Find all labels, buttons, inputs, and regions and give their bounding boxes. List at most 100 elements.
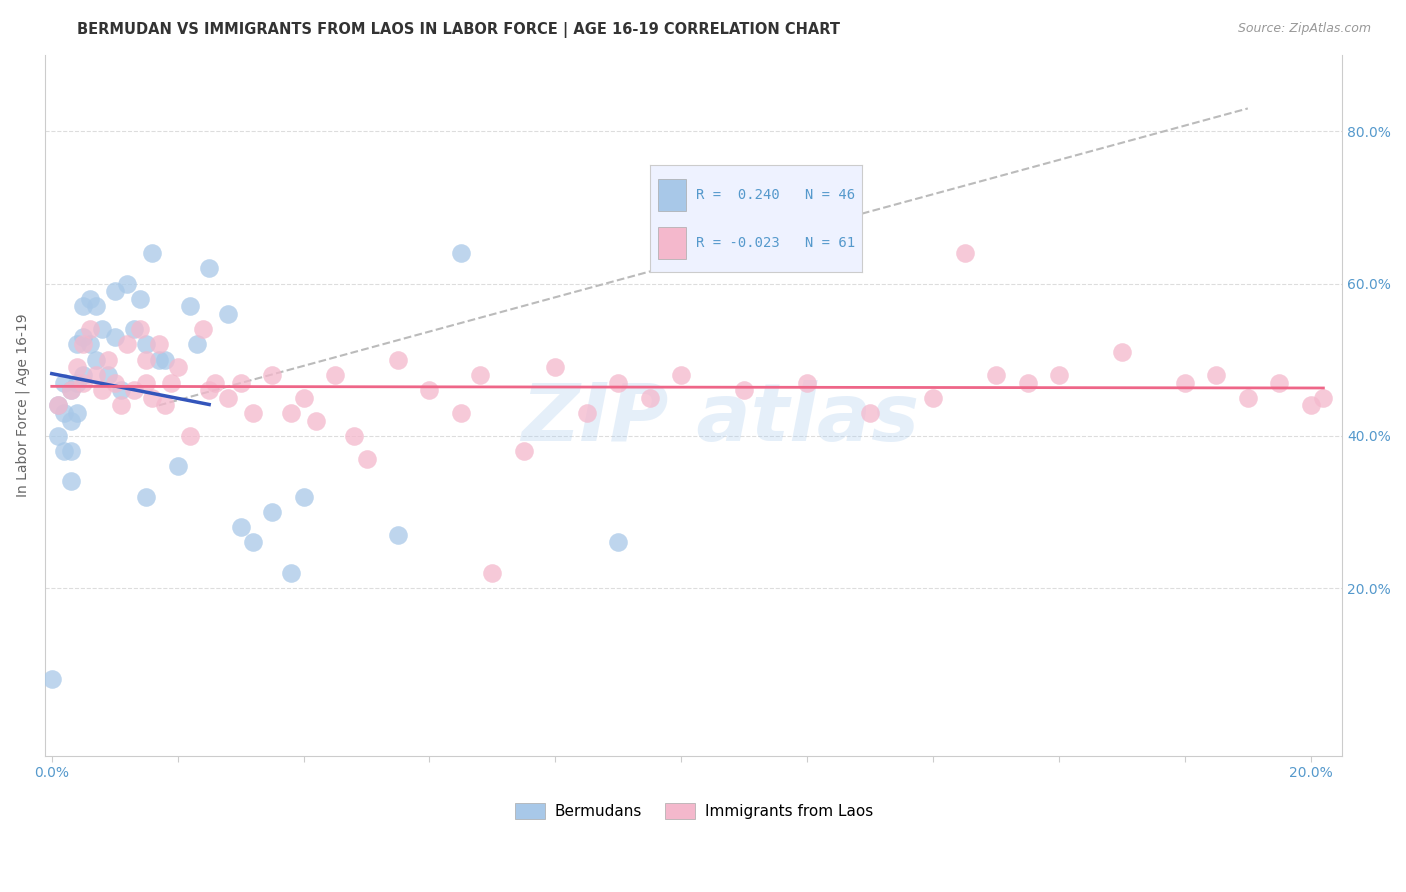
- Point: [53, 444, 76, 458]
- Point: [1237, 391, 1260, 405]
- Point: [153, 352, 176, 367]
- Point: [1312, 391, 1334, 405]
- Point: [46, 429, 69, 443]
- Point: [356, 451, 378, 466]
- Point: [72, 337, 94, 351]
- Point: [84, 368, 107, 382]
- Point: [117, 337, 139, 351]
- Point: [343, 429, 366, 443]
- Point: [122, 383, 145, 397]
- Point: [922, 391, 945, 405]
- Point: [135, 376, 157, 390]
- Point: [179, 299, 201, 313]
- Point: [72, 376, 94, 390]
- Point: [1299, 398, 1322, 412]
- Point: [46, 398, 69, 412]
- Point: [41, 673, 63, 687]
- Point: [79, 322, 101, 336]
- Point: [733, 383, 755, 397]
- Point: [450, 246, 472, 260]
- Point: [72, 299, 94, 313]
- Point: [262, 368, 284, 382]
- Point: [544, 360, 567, 375]
- Point: [179, 429, 201, 443]
- Point: [280, 566, 302, 580]
- Point: [280, 406, 302, 420]
- Text: R = -0.023   N = 61: R = -0.023 N = 61: [696, 236, 856, 250]
- Point: [242, 535, 264, 549]
- Point: [135, 337, 157, 351]
- Point: [796, 376, 818, 390]
- Point: [198, 383, 221, 397]
- Point: [859, 406, 882, 420]
- Point: [46, 398, 69, 412]
- Point: [191, 322, 214, 336]
- Point: [638, 391, 661, 405]
- Point: [1268, 376, 1291, 390]
- Point: [198, 261, 221, 276]
- Point: [117, 277, 139, 291]
- Point: [59, 475, 82, 489]
- Point: [59, 383, 82, 397]
- Point: [91, 383, 114, 397]
- Point: [110, 398, 132, 412]
- Point: [53, 376, 76, 390]
- Point: [387, 352, 409, 367]
- Point: [217, 307, 239, 321]
- Point: [66, 406, 89, 420]
- Point: [141, 391, 163, 405]
- Point: [135, 352, 157, 367]
- Point: [292, 490, 315, 504]
- Point: [1174, 376, 1197, 390]
- Point: [135, 490, 157, 504]
- Text: R =  0.240   N = 46: R = 0.240 N = 46: [696, 188, 856, 202]
- Point: [66, 376, 89, 390]
- Text: ZIP atlas: ZIP atlas: [520, 380, 920, 458]
- Text: BERMUDAN VS IMMIGRANTS FROM LAOS IN LABOR FORCE | AGE 16-19 CORRELATION CHART: BERMUDAN VS IMMIGRANTS FROM LAOS IN LABO…: [77, 22, 841, 38]
- Point: [148, 337, 170, 351]
- Point: [671, 368, 693, 382]
- Point: [953, 246, 976, 260]
- Point: [84, 299, 107, 313]
- Point: [323, 368, 346, 382]
- Point: [1111, 345, 1133, 359]
- Point: [1205, 368, 1227, 382]
- Point: [262, 505, 284, 519]
- Point: [97, 368, 120, 382]
- Y-axis label: In Labor Force | Age 16-19: In Labor Force | Age 16-19: [15, 314, 30, 497]
- Point: [66, 360, 89, 375]
- Point: [217, 391, 239, 405]
- Point: [166, 459, 188, 474]
- Point: [242, 406, 264, 420]
- Point: [387, 528, 409, 542]
- Point: [513, 444, 536, 458]
- Point: [148, 352, 170, 367]
- Point: [229, 520, 252, 534]
- Point: [450, 406, 472, 420]
- Point: [607, 376, 630, 390]
- Point: [984, 368, 1007, 382]
- Point: [84, 352, 107, 367]
- Point: [53, 406, 76, 420]
- Point: [160, 376, 183, 390]
- Point: [481, 566, 503, 580]
- Point: [72, 368, 94, 382]
- Point: [59, 444, 82, 458]
- Point: [186, 337, 208, 351]
- Point: [575, 406, 598, 420]
- Point: [292, 391, 315, 405]
- Point: [122, 322, 145, 336]
- Point: [418, 383, 440, 397]
- Point: [229, 376, 252, 390]
- Point: [1047, 368, 1070, 382]
- Point: [129, 292, 152, 306]
- Point: [1017, 376, 1039, 390]
- Point: [129, 322, 152, 336]
- Point: [141, 246, 163, 260]
- Point: [204, 376, 226, 390]
- Point: [66, 337, 89, 351]
- Point: [305, 414, 328, 428]
- Point: [468, 368, 491, 382]
- Point: [104, 376, 127, 390]
- Point: [79, 292, 101, 306]
